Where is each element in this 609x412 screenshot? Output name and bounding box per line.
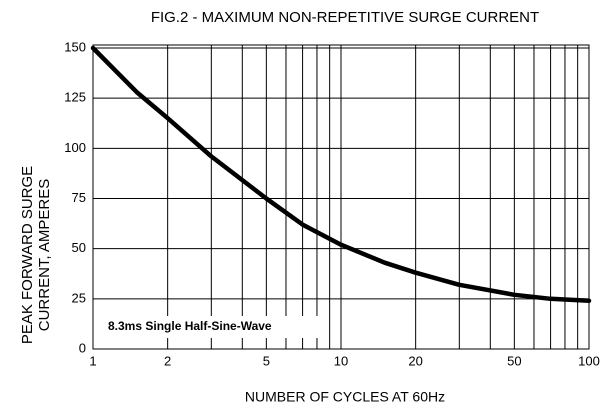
y-tick-label: 150 bbox=[64, 39, 86, 54]
x-tick-label: 2 bbox=[164, 353, 171, 368]
x-tick-label: 1 bbox=[89, 353, 96, 368]
annotation: 8.3ms Single Half-Sine-Wave bbox=[108, 319, 272, 333]
y-tick-label: 125 bbox=[64, 90, 86, 105]
chart-title: FIG.2 - MAXIMUM NON-REPETITIVE SURGE CUR… bbox=[151, 9, 539, 26]
x-tick-label: 50 bbox=[507, 353, 521, 368]
annotation-box bbox=[102, 316, 324, 338]
y-tick-label: 75 bbox=[72, 190, 86, 205]
x-tick-label: 10 bbox=[334, 353, 348, 368]
y-tick-label: 50 bbox=[72, 240, 86, 255]
x-tick-label: 5 bbox=[263, 353, 270, 368]
y-tick-label: 25 bbox=[72, 290, 86, 305]
y-axis-label: CURRENT, AMPERES bbox=[36, 179, 53, 332]
x-axis-label: NUMBER OF CYCLES AT 60Hz bbox=[245, 389, 445, 405]
x-tick-label: 20 bbox=[408, 353, 422, 368]
y-tick-label: 0 bbox=[79, 340, 86, 355]
x-tick-label: 100 bbox=[578, 353, 600, 368]
y-axis-label: PEAK FORWARD SURGE bbox=[19, 166, 36, 344]
y-tick-label: 100 bbox=[64, 140, 86, 155]
line-series bbox=[90, 45, 592, 304]
